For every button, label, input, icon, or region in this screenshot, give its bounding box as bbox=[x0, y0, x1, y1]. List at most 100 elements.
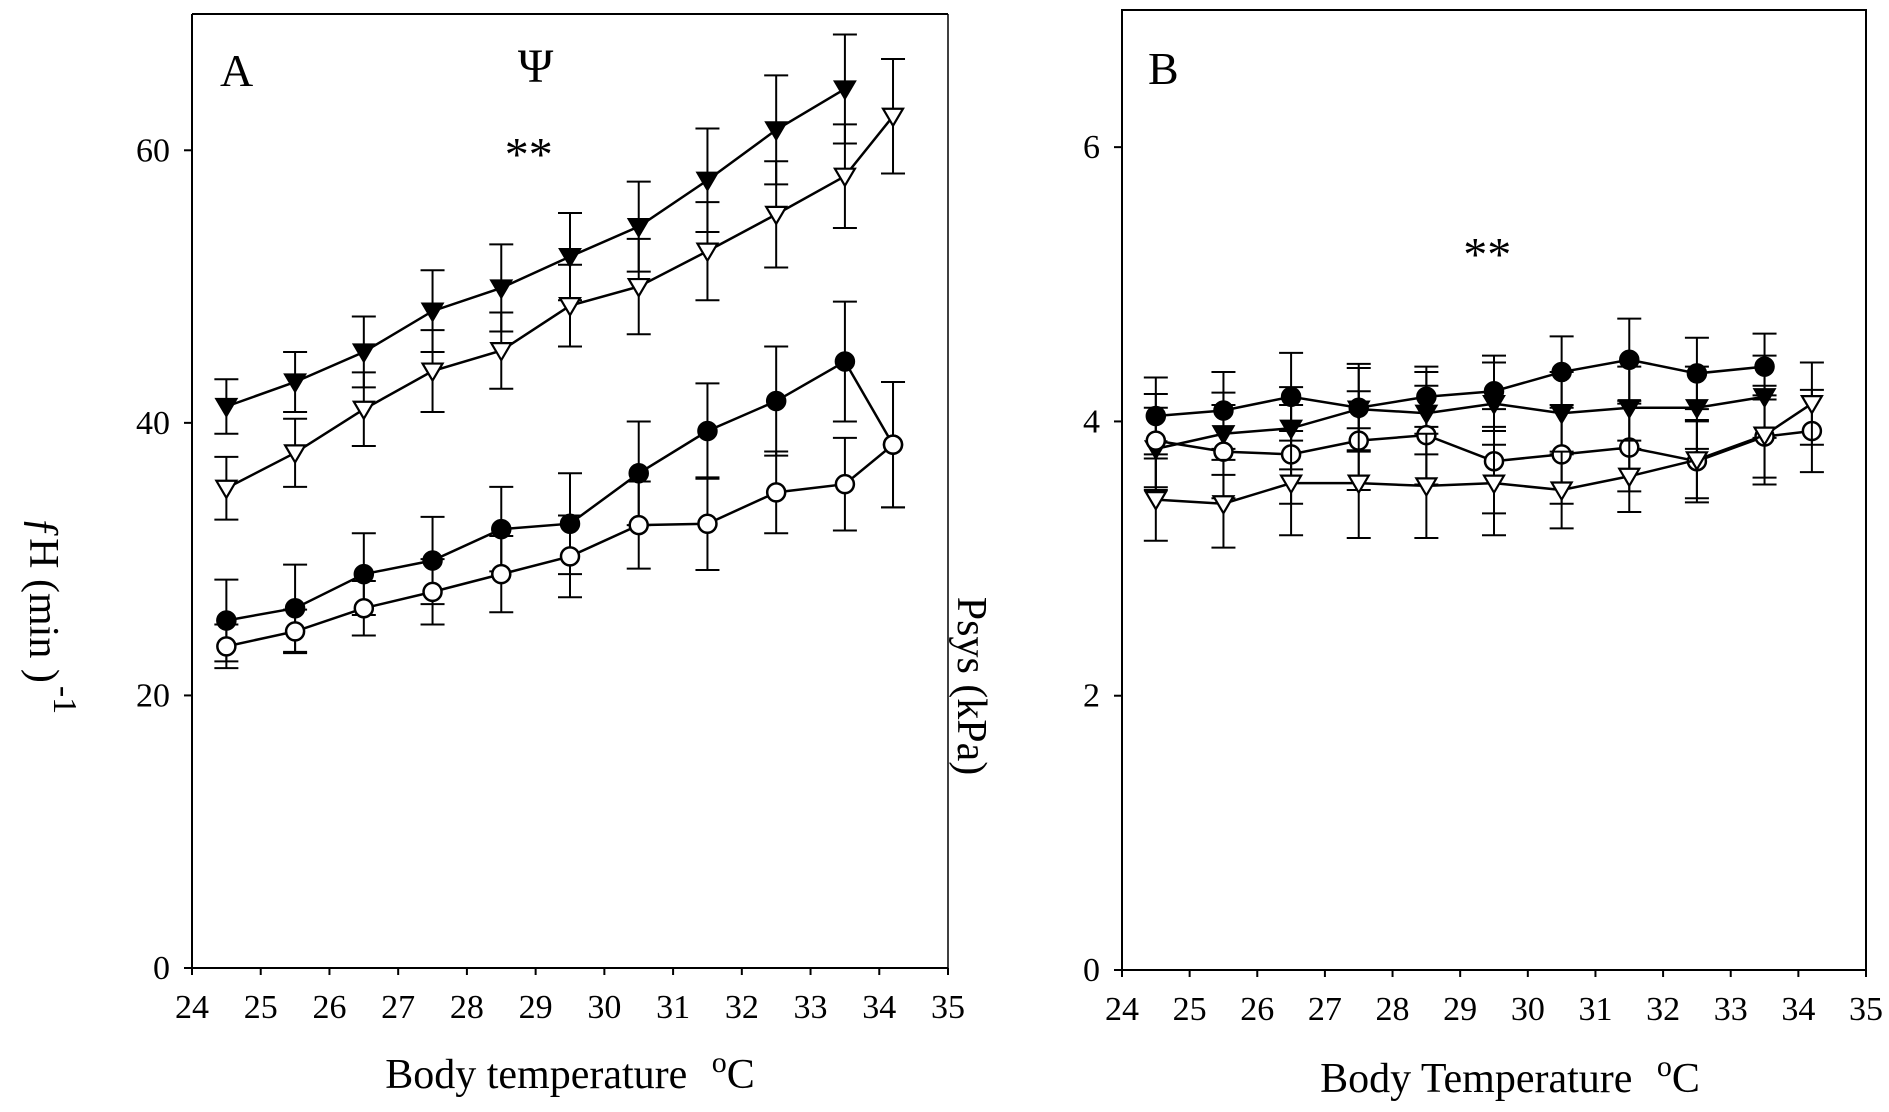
annotation: ** bbox=[1463, 229, 1511, 282]
x-tick-label: 27 bbox=[1308, 991, 1342, 1028]
x-tick-label: 33 bbox=[794, 989, 828, 1026]
x-tick-label: 30 bbox=[1511, 991, 1545, 1028]
panel-a-x-axis-title-unit: oC bbox=[712, 1046, 755, 1098]
panel-b-frame bbox=[1121, 9, 1867, 971]
data-point bbox=[626, 218, 651, 239]
data-point bbox=[558, 247, 582, 269]
series-circle-filled bbox=[214, 300, 906, 663]
data-point bbox=[1482, 474, 1506, 495]
data-point bbox=[283, 444, 308, 465]
data-point bbox=[420, 362, 445, 383]
series-line bbox=[226, 443, 894, 648]
data-point bbox=[1549, 481, 1574, 502]
x-tick-label: 34 bbox=[1781, 991, 1815, 1028]
data-point bbox=[832, 167, 857, 188]
panel-a-psys-title: Psys (kPa) bbox=[948, 597, 994, 776]
data-point bbox=[1211, 495, 1236, 516]
data-point bbox=[216, 636, 237, 657]
data-point bbox=[1279, 474, 1304, 495]
panel-a-y-axis-title-right: Psys (kPa) bbox=[948, 597, 994, 776]
data-point bbox=[420, 302, 445, 323]
series-line bbox=[1155, 358, 1765, 418]
unit-letter: C bbox=[1672, 1056, 1700, 1102]
data-point bbox=[765, 390, 787, 412]
x-tick-label: 25 bbox=[244, 989, 278, 1026]
series-line bbox=[1155, 395, 1765, 451]
data-point bbox=[1143, 491, 1168, 512]
data-point bbox=[882, 434, 904, 455]
data-point bbox=[284, 621, 306, 642]
panel-a-y-ticks: 0 20 40 60 bbox=[136, 132, 192, 987]
data-point bbox=[1799, 395, 1824, 416]
x-tick-label: 29 bbox=[1443, 991, 1477, 1028]
panel-a-x-axis-title-text: Body temperature bbox=[385, 1052, 687, 1098]
panel-a-y-axis-title-superscript: -1 bbox=[46, 686, 83, 714]
series-triangle-down-filled bbox=[214, 33, 857, 435]
panel-a-x-axis-title: Body temperature oC bbox=[385, 1046, 755, 1098]
data-point bbox=[1684, 451, 1709, 472]
panel-a: 24 25 26 27 28 29 30 31 32 33 34 35 0 20 40 60 A Ψ ** B… bbox=[20, 13, 994, 1098]
data-point bbox=[1684, 399, 1709, 420]
panel-a-plot-area bbox=[214, 33, 906, 670]
series-line bbox=[1155, 429, 1813, 463]
data-point bbox=[489, 342, 514, 363]
data-point bbox=[1213, 441, 1234, 462]
data-point bbox=[1145, 430, 1167, 451]
data-point bbox=[697, 513, 718, 534]
x-tick-label: 24 bbox=[175, 989, 209, 1026]
x-tick-label: 32 bbox=[725, 989, 759, 1026]
panel-b-x-ticks: 24 25 26 27 28 29 30 31 32 33 34 35 bbox=[1105, 970, 1883, 1028]
x-tick-label: 28 bbox=[450, 989, 484, 1026]
data-point bbox=[489, 279, 514, 300]
y-tick-label: 2 bbox=[1083, 678, 1100, 715]
data-point bbox=[1617, 467, 1642, 488]
x-tick-label: 32 bbox=[1646, 991, 1680, 1028]
data-point bbox=[1346, 474, 1371, 495]
data-point bbox=[1752, 426, 1777, 447]
data-point bbox=[834, 351, 856, 372]
y-tick-label: 60 bbox=[136, 132, 170, 169]
data-point bbox=[214, 397, 239, 419]
data-point bbox=[1482, 395, 1506, 416]
x-tick-label: 26 bbox=[1240, 991, 1274, 1028]
panel-b-x-axis-title-text: Body Temperature bbox=[1320, 1056, 1632, 1102]
series-triangle-down-open bbox=[214, 57, 906, 521]
data-point bbox=[764, 121, 789, 142]
panel-b-annotations: ** bbox=[1463, 229, 1511, 282]
panel-a-y-axis-title-left: ƒH (min ) -1 bbox=[20, 517, 83, 714]
series-circle-open bbox=[214, 380, 906, 670]
data-point bbox=[1414, 477, 1439, 498]
x-tick-label: 29 bbox=[519, 989, 553, 1026]
x-tick-label: 33 bbox=[1714, 991, 1748, 1028]
panel-a-annotations: Ψ ** bbox=[505, 40, 554, 182]
panel-b-letter: B bbox=[1148, 43, 1179, 94]
series-triangle-down-open bbox=[1143, 361, 1824, 549]
x-tick-label: 34 bbox=[862, 989, 896, 1026]
unit-letter: C bbox=[727, 1052, 755, 1098]
x-tick-label: 25 bbox=[1173, 991, 1207, 1028]
x-tick-label: 35 bbox=[931, 989, 965, 1026]
degree-superscript: o bbox=[712, 1046, 727, 1079]
series-triangle-down-filled bbox=[1143, 354, 1777, 491]
y-tick-label: 0 bbox=[153, 950, 170, 987]
data-point bbox=[695, 171, 720, 192]
data-point bbox=[765, 482, 787, 503]
annotation: ** bbox=[505, 129, 553, 182]
data-point bbox=[351, 400, 376, 421]
data-point bbox=[214, 479, 239, 500]
data-point bbox=[832, 80, 857, 101]
x-tick-label: 24 bbox=[1105, 991, 1139, 1028]
series-line bbox=[225, 87, 846, 408]
data-point bbox=[695, 242, 720, 263]
panel-b-y-ticks: 0 2 4 6 bbox=[1083, 129, 1122, 989]
y-tick-label: 0 bbox=[1083, 952, 1100, 989]
x-tick-label: 30 bbox=[587, 989, 621, 1026]
x-tick-label: 28 bbox=[1376, 991, 1410, 1028]
x-tick-label: 26 bbox=[312, 989, 346, 1026]
degree-superscript: o bbox=[1657, 1050, 1672, 1083]
data-point bbox=[764, 205, 789, 227]
panel-b-x-axis-title: Body Temperature oC bbox=[1320, 1050, 1700, 1102]
x-tick-label: 27 bbox=[381, 989, 415, 1026]
